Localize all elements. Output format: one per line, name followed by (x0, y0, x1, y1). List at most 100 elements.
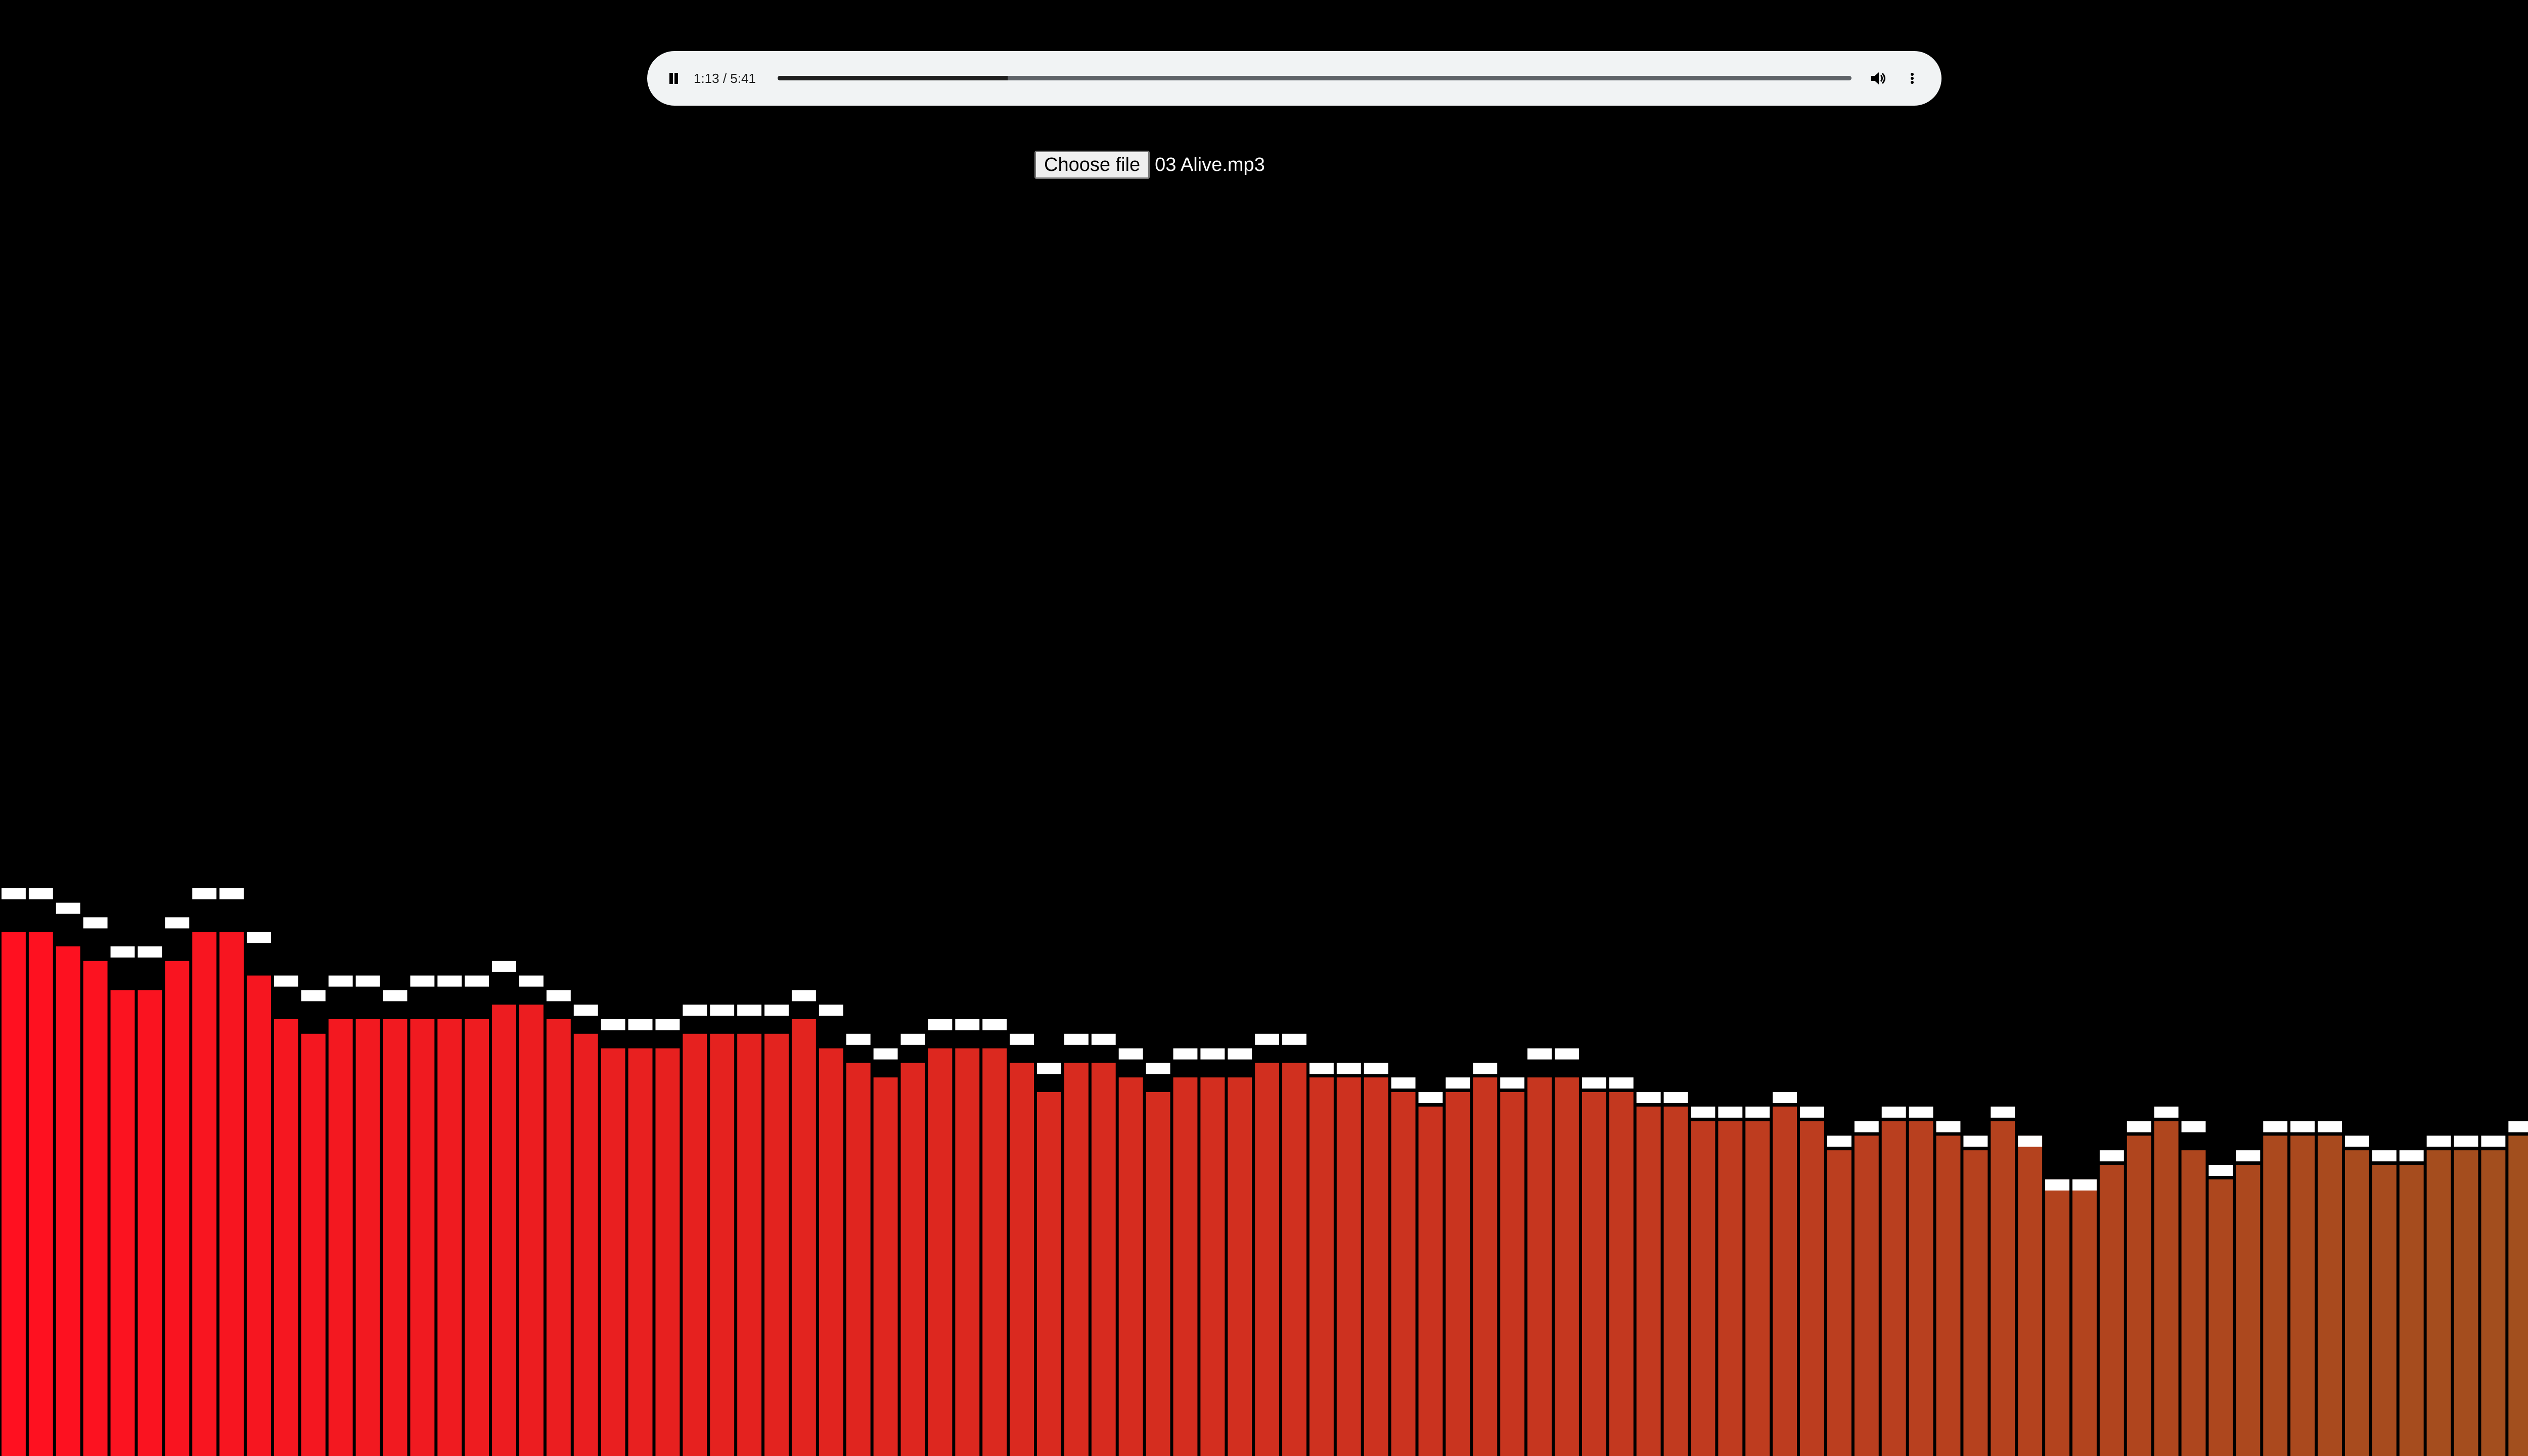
peak-cap (355, 975, 380, 987)
peak-cap (1064, 1033, 1089, 1045)
peak-cap (219, 888, 244, 899)
peak-cap (819, 1005, 843, 1016)
peak-cap (1500, 1077, 1525, 1089)
spectrum-bar (437, 1019, 462, 1456)
peak-cap (1636, 1092, 1661, 1103)
spectrum-bar (1010, 1063, 1034, 1456)
peak-cap (1691, 1106, 1716, 1118)
spectrum-bar (846, 1063, 871, 1456)
peak-cap (2426, 1135, 2451, 1147)
peak-cap (165, 917, 190, 929)
peak-cap (2181, 1121, 2206, 1132)
peak-cap (2508, 1121, 2528, 1132)
peak-cap (437, 975, 462, 987)
spectrum-bar (2181, 1150, 2206, 1456)
peak-cap (383, 990, 408, 1002)
peak-cap (1718, 1106, 1743, 1118)
spectrum-bar (2481, 1150, 2506, 1456)
peak-cap (1800, 1106, 1824, 1118)
peak-cap (873, 1048, 898, 1060)
peak-cap (28, 888, 53, 899)
spectrum-bar (1118, 1077, 1143, 1456)
spectrum-bar (1391, 1092, 1416, 1456)
spectrum-bar (56, 946, 80, 1456)
spectrum-bar (655, 1048, 680, 1456)
peak-cap (465, 975, 489, 987)
spectrum-bar (928, 1048, 953, 1456)
peak-cap (2399, 1150, 2424, 1162)
choose-file-button[interactable]: Choose file (1034, 151, 1150, 179)
spectrum-bar (1336, 1077, 1361, 1456)
spectrum-bar (573, 1033, 598, 1456)
peak-cap (301, 990, 326, 1002)
spectrum-bar (110, 990, 135, 1456)
spectrum-bar (2045, 1179, 2069, 1456)
peak-cap (192, 888, 217, 899)
volume-button[interactable] (1863, 63, 1893, 94)
peak-cap (1418, 1092, 1443, 1103)
peak-cap (1118, 1048, 1143, 1060)
spectrum-bar (1718, 1121, 1743, 1456)
peak-cap (1745, 1106, 1770, 1118)
spectrum-bar (2508, 1135, 2528, 1456)
spectrum-bar (1146, 1092, 1170, 1456)
peak-cap (2454, 1135, 2478, 1147)
peak-cap (519, 975, 544, 987)
pause-button[interactable] (658, 63, 689, 94)
more-options-button[interactable] (1897, 63, 1927, 94)
peak-cap (982, 1019, 1007, 1030)
peak-cap (2154, 1106, 2179, 1118)
spectrum-bar (2263, 1135, 2288, 1456)
peak-cap (1609, 1077, 1634, 1089)
audio-player[interactable]: 1:13 / 5:41 (647, 51, 1942, 106)
peak-cap (1010, 1033, 1034, 1045)
peak-cap (410, 975, 435, 987)
peak-cap (1364, 1063, 1388, 1074)
peak-cap (1582, 1077, 1606, 1089)
spectrum-bar (2072, 1179, 2097, 1456)
file-input[interactable]: Choose file 03 Alive.mp3 (1034, 150, 1265, 180)
peak-cap (328, 975, 353, 987)
peak-cap (274, 975, 298, 987)
peak-cap (1173, 1048, 1198, 1060)
spectrum-bar (1881, 1121, 1906, 1456)
spectrum-bar (2018, 1135, 2043, 1456)
spectrum-bar (1527, 1077, 1552, 1456)
spectrum-bar (2372, 1165, 2397, 1456)
peak-cap (1773, 1092, 1797, 1103)
peak-cap (138, 946, 162, 958)
seek-bar[interactable] (778, 76, 1852, 80)
peak-cap (1854, 1121, 1879, 1132)
spectrum-bar (601, 1048, 625, 1456)
spectrum-bar (28, 932, 53, 1456)
peak-cap (2099, 1150, 2124, 1162)
peak-cap (573, 1005, 598, 1016)
peak-cap (1936, 1121, 1961, 1132)
spectrum-bar (1446, 1092, 1470, 1456)
spectrum-bar (1091, 1063, 1116, 1456)
spectrum-bar (1691, 1121, 1716, 1456)
peak-cap (900, 1033, 925, 1045)
spectrum-bar (247, 975, 271, 1456)
peak-cap (1827, 1135, 1852, 1147)
peak-cap (1200, 1048, 1225, 1060)
spectrum-bar (1228, 1077, 1252, 1456)
peak-cap (1663, 1092, 1688, 1103)
spectrum-bar (2, 932, 26, 1456)
peak-cap (1336, 1063, 1361, 1074)
selected-file-name: 03 Alive.mp3 (1155, 154, 1265, 175)
peak-cap (1527, 1048, 1552, 1060)
spectrum-bar (1773, 1106, 1797, 1456)
peak-cap (2045, 1179, 2069, 1191)
peak-cap (1473, 1063, 1498, 1074)
spectrum-bar (1800, 1121, 1824, 1456)
peak-cap (1255, 1033, 1280, 1045)
spectrum-bar (165, 961, 190, 1456)
peak-cap (1555, 1048, 1579, 1060)
spectrum-bar (546, 1019, 571, 1456)
pause-icon (669, 73, 673, 84)
spectrum-bar (1473, 1077, 1498, 1456)
spectrum-bar (519, 1005, 544, 1456)
peak-cap (791, 990, 816, 1002)
